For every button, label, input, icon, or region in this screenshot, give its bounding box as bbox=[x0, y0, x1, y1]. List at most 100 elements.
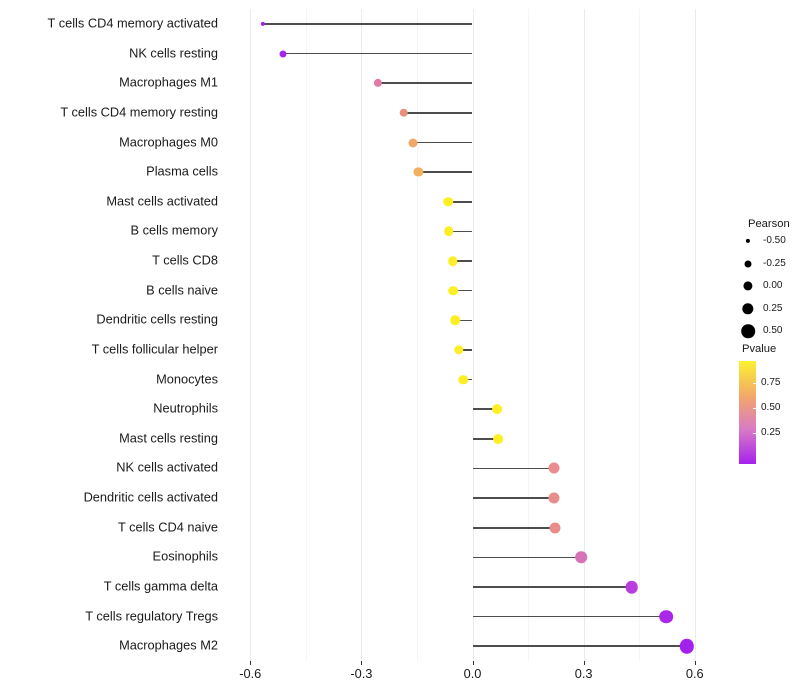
gridline-minor bbox=[416, 9, 418, 661]
lollipop-stem bbox=[455, 319, 473, 322]
lollipop-dot[interactable] bbox=[443, 226, 454, 237]
y-axis-label: NK cells resting bbox=[129, 45, 218, 61]
x-axis-tick-label: -0.3 bbox=[350, 666, 373, 681]
gridline-major bbox=[694, 9, 696, 661]
pvalue-colorbar-tick bbox=[753, 407, 756, 409]
lollipop-dot[interactable] bbox=[450, 315, 460, 326]
lollipop-stem bbox=[263, 23, 473, 25]
lollipop-stem bbox=[448, 230, 473, 233]
lollipop-dot[interactable] bbox=[279, 50, 287, 58]
y-axis-label: Dendritic cells activated bbox=[83, 489, 218, 505]
pvalue-colorbar-label: 0.75 bbox=[761, 377, 781, 389]
lollipop-dot[interactable] bbox=[493, 433, 503, 444]
lollipop-dot[interactable] bbox=[399, 108, 408, 118]
pvalue-colorbar-label: 0.50 bbox=[761, 401, 781, 413]
x-axis-tick-label: 0.6 bbox=[685, 666, 704, 681]
lollipop-dot[interactable] bbox=[575, 551, 588, 564]
y-axis-label: Macrophages M0 bbox=[119, 134, 218, 150]
lollipop-stem bbox=[452, 260, 473, 262]
y-axis-label: Macrophages M2 bbox=[119, 637, 218, 653]
pearson-legend-key-label: 0.00 bbox=[763, 280, 783, 291]
lollipop-stem bbox=[472, 556, 582, 559]
lollipop-stem bbox=[448, 200, 473, 203]
lollipop-stem bbox=[463, 378, 473, 381]
pearson-legend-dot bbox=[744, 260, 752, 267]
pearson-legend-dot bbox=[745, 238, 751, 244]
pearson-legend-key-label: -0.50 bbox=[763, 235, 786, 246]
y-axis-label: Mast cells resting bbox=[119, 430, 218, 446]
y-axis-label: T cells CD8 bbox=[152, 252, 218, 268]
x-axis-tick-label: -0.6 bbox=[239, 666, 262, 681]
y-axis-label: Monocytes bbox=[156, 371, 218, 387]
y-axis-label: Plasma cells bbox=[146, 163, 218, 179]
x-axis-tick bbox=[250, 661, 252, 665]
lollipop-dot[interactable] bbox=[448, 256, 458, 266]
lollipop-dot[interactable] bbox=[454, 345, 464, 355]
y-axis-label: T cells follicular helper bbox=[91, 341, 218, 357]
y-axis-label: B cells memory bbox=[130, 223, 218, 239]
lollipop-stem bbox=[403, 112, 473, 114]
lollipop-dot[interactable] bbox=[625, 580, 639, 594]
pearson-legend-key-label: 0.50 bbox=[763, 325, 783, 336]
x-axis: -0.6 -0.3 0.0 0.3 0.6 bbox=[228, 661, 717, 691]
legend-area: Pearson -0.50 -0.25 0.00 0.25 0.50 Pvalue 0.… bbox=[726, 0, 800, 700]
pearson-legend-title: Pearson bbox=[748, 218, 790, 230]
y-axis-label: T cells CD4 memory resting bbox=[60, 104, 218, 120]
lollipop-dot[interactable] bbox=[458, 374, 468, 385]
y-axis-label: Macrophages M1 bbox=[119, 74, 218, 90]
y-axis-label: T cells CD4 memory activated bbox=[47, 15, 218, 31]
x-axis-tick bbox=[472, 661, 474, 665]
pearson-legend-dot bbox=[741, 324, 755, 338]
lollipop-stem bbox=[472, 467, 554, 470]
gridline-minor bbox=[305, 9, 307, 661]
gridline-major bbox=[250, 9, 252, 661]
pvalue-colorbar bbox=[739, 361, 756, 464]
y-axis-label: Eosinophils bbox=[152, 548, 218, 564]
lollipop-dot[interactable] bbox=[408, 138, 418, 148]
y-axis-label: Neutrophils bbox=[153, 400, 218, 416]
y-axis-label: B cells naive bbox=[146, 282, 218, 298]
lollipop-stem bbox=[418, 171, 473, 173]
y-axis-label: Mast cells activated bbox=[106, 193, 218, 209]
lollipop-stem bbox=[472, 497, 555, 499]
lollipop-dot[interactable] bbox=[413, 167, 423, 177]
lollipop-stem bbox=[453, 289, 473, 292]
lollipop-stem bbox=[458, 349, 473, 351]
lollipop-dot[interactable] bbox=[679, 639, 694, 654]
y-axis: T cells CD4 memory activated NK cells res… bbox=[0, 0, 218, 700]
lollipop-dot[interactable] bbox=[548, 462, 560, 474]
lollipop-dot[interactable] bbox=[548, 492, 560, 504]
gridline-major bbox=[583, 9, 585, 661]
pearson-legend-key-label: -0.25 bbox=[763, 257, 786, 269]
lollipop-stem bbox=[412, 141, 473, 144]
y-axis-label: T cells CD4 naive bbox=[117, 519, 218, 535]
lollipop-stem bbox=[472, 438, 499, 440]
pvalue-colorbar-tick bbox=[753, 383, 756, 385]
y-axis-label: T cells regulatory Tregs bbox=[85, 608, 218, 624]
lollipop-dot[interactable] bbox=[261, 21, 266, 27]
lollipop-dot[interactable] bbox=[659, 609, 674, 624]
lollipop-dot[interactable] bbox=[448, 285, 459, 296]
lollipop-stem bbox=[472, 526, 555, 529]
pvalue-colorbar-tick bbox=[753, 432, 756, 434]
pearson-legend-key-label: 0.25 bbox=[763, 302, 783, 314]
gridline-major bbox=[472, 9, 474, 661]
pvalue-legend-title: Pvalue bbox=[742, 343, 777, 355]
lollipop-dot[interactable] bbox=[492, 404, 503, 415]
gridline-minor bbox=[639, 9, 641, 661]
x-axis-tick bbox=[694, 661, 696, 665]
lollipop-dot[interactable] bbox=[443, 196, 453, 207]
lollipop-dot[interactable] bbox=[373, 79, 383, 88]
y-axis-label: T cells gamma delta bbox=[103, 578, 218, 594]
plot-panel bbox=[228, 9, 717, 661]
gridline-minor bbox=[528, 9, 530, 661]
lollipop-stem bbox=[472, 408, 498, 410]
y-axis-label: Dendritic cells resting bbox=[96, 311, 218, 327]
lollipop-dot[interactable] bbox=[549, 522, 561, 534]
x-axis-tick bbox=[583, 661, 585, 665]
gridline-major bbox=[361, 9, 363, 661]
y-axis-label: NK cells activated bbox=[116, 460, 218, 476]
pearson-legend-dot bbox=[743, 281, 753, 291]
lollipop-stem bbox=[283, 52, 473, 55]
